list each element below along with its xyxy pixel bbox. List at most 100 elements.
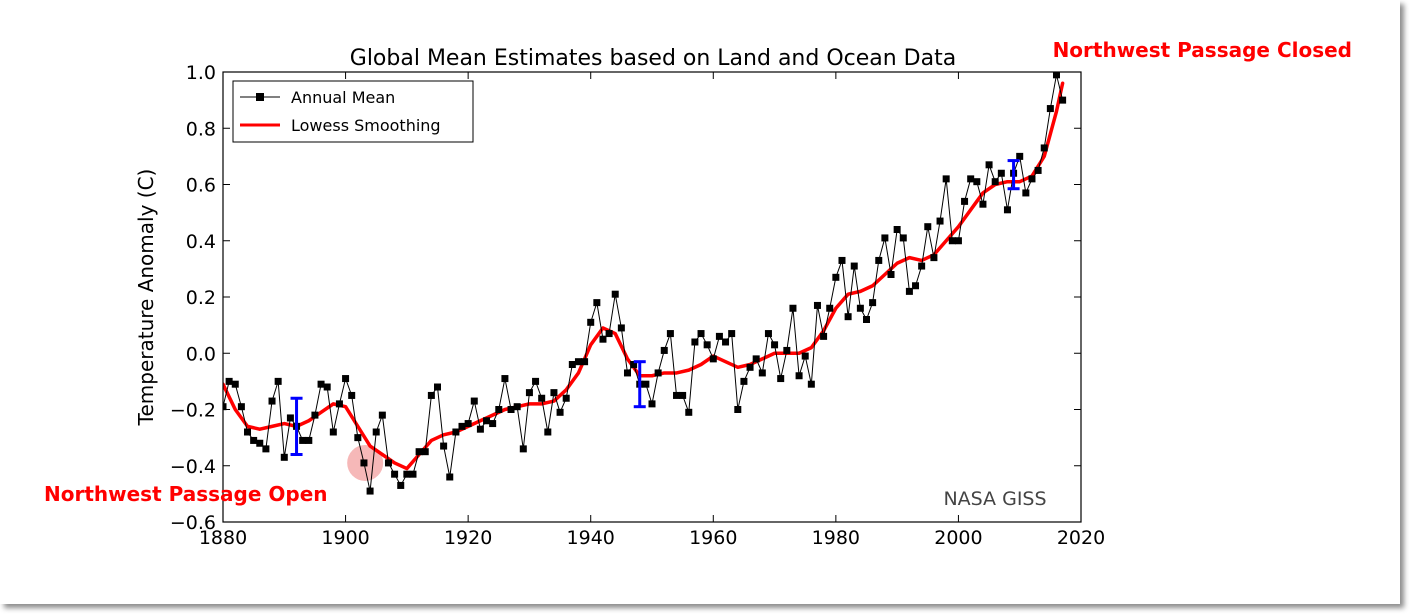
annual-mean-point (519, 445, 527, 453)
annual-mean-point (1022, 189, 1030, 197)
annual-mean-point (930, 254, 938, 262)
annual-mean-point (501, 375, 509, 383)
annual-mean-point (985, 161, 993, 169)
annual-mean-point (838, 256, 846, 264)
annual-mean-point (378, 411, 386, 419)
annual-mean-point (335, 400, 343, 408)
annual-mean-point (317, 380, 325, 388)
annual-mean-point (954, 237, 962, 245)
y-tick-label: 1.0 (186, 62, 216, 84)
annual-mean-point (703, 341, 711, 349)
annual-mean-point (476, 425, 484, 433)
annual-mean-point (593, 299, 601, 307)
x-tick-label: 1900 (321, 527, 369, 549)
annual-mean-point (924, 223, 932, 231)
y-tick-label: 0.2 (186, 287, 216, 309)
annual-mean-point (856, 304, 864, 312)
annual-mean-point (722, 338, 730, 346)
annual-mean-point (225, 377, 233, 385)
annual-mean-point (244, 428, 252, 436)
annual-mean-point (403, 470, 411, 478)
annual-mean-point (617, 324, 625, 332)
annual-mean-point (1016, 152, 1024, 160)
legend-annual-marker (256, 93, 264, 101)
annual-mean-point (299, 436, 307, 444)
error-bar (633, 360, 646, 409)
annual-mean-point (483, 417, 491, 425)
annual-mean-point (538, 394, 546, 402)
annual-mean-point (630, 361, 638, 368)
annual-mean-point (354, 434, 362, 442)
annual-mean-point (574, 358, 582, 366)
annual-mean-point (464, 420, 472, 428)
annual-mean-point (286, 414, 294, 422)
annual-mean-point (715, 332, 723, 340)
annual-mean-point (458, 422, 466, 430)
annual-mean-point (783, 346, 791, 354)
y-tick-label: 0.4 (186, 231, 216, 253)
credit-label: NASA GISS (943, 488, 1046, 510)
annual-mean-point (470, 397, 478, 405)
annual-mean-point (489, 420, 497, 428)
annual-mean-point (513, 403, 521, 411)
x-tick-label: 2000 (934, 527, 982, 549)
annual-mean-point (237, 403, 245, 411)
annual-mean-point (973, 178, 981, 186)
annotation-passage-open: Northwest Passage Open (44, 482, 328, 506)
annual-mean-point (1003, 206, 1011, 214)
annual-mean-point (869, 299, 877, 307)
lowess-smoothing-line (223, 81, 1065, 471)
x-tick-label: 2020 (1057, 527, 1105, 549)
annual-mean-point (899, 234, 907, 242)
annual-mean-point (789, 304, 797, 312)
y-tick-label: 0.8 (186, 118, 216, 140)
annual-mean-point (1034, 166, 1042, 174)
x-tick-label: 1880 (199, 527, 247, 549)
y-tick-label: −0.6 (170, 512, 216, 534)
annual-mean-point (887, 271, 895, 278)
annual-mean-point (746, 363, 754, 371)
annual-mean-point (562, 394, 570, 402)
annual-mean-point (679, 391, 687, 399)
annual-mean-point (581, 358, 589, 366)
annual-mean-point (256, 439, 264, 447)
annual-mean-point (777, 375, 785, 383)
temperature-chart: Global Mean Estimates based on Land and … (44, 38, 1352, 549)
annual-mean-point (568, 361, 576, 368)
annual-mean-point (832, 273, 840, 281)
figure-frame: Global Mean Estimates based on Land and … (44, 38, 1352, 549)
annual-mean-point (280, 453, 288, 461)
annual-mean-point (507, 406, 515, 413)
error-bar (1007, 159, 1020, 191)
annual-mean-point (544, 428, 552, 436)
annual-mean-point (752, 355, 760, 363)
annual-mean-point (948, 237, 956, 245)
x-tick-label: 1940 (567, 527, 615, 549)
annual-mean-point (550, 389, 558, 397)
annual-mean-point (850, 262, 858, 270)
annual-mean-point (807, 380, 815, 388)
legend-box (232, 80, 474, 143)
annual-mean-point (1052, 72, 1060, 79)
annual-mean-point (495, 406, 503, 413)
annual-mean-point (918, 262, 926, 270)
annual-mean-point (881, 234, 889, 242)
annual-mean-point (599, 335, 607, 343)
annual-mean-point (452, 428, 460, 436)
annual-mean-point (305, 436, 313, 444)
y-tick-label: −0.4 (170, 456, 216, 478)
x-tick-label: 1960 (689, 527, 737, 549)
annotation-passage-closed: Northwest Passage Closed (1053, 38, 1352, 62)
annual-mean-point (409, 470, 417, 478)
annual-mean-point (758, 369, 766, 377)
annual-mean-point (795, 372, 803, 380)
annual-mean-point (709, 355, 717, 363)
annual-mean-point (440, 442, 448, 450)
annual-mean-point (323, 383, 331, 391)
annual-mean-point (961, 197, 969, 205)
annual-mean-point (979, 200, 987, 208)
annual-mean-point (223, 403, 227, 411)
annual-mean-point (691, 338, 699, 346)
annual-mean-point (274, 377, 282, 385)
y-tick-label: −0.2 (170, 400, 216, 422)
